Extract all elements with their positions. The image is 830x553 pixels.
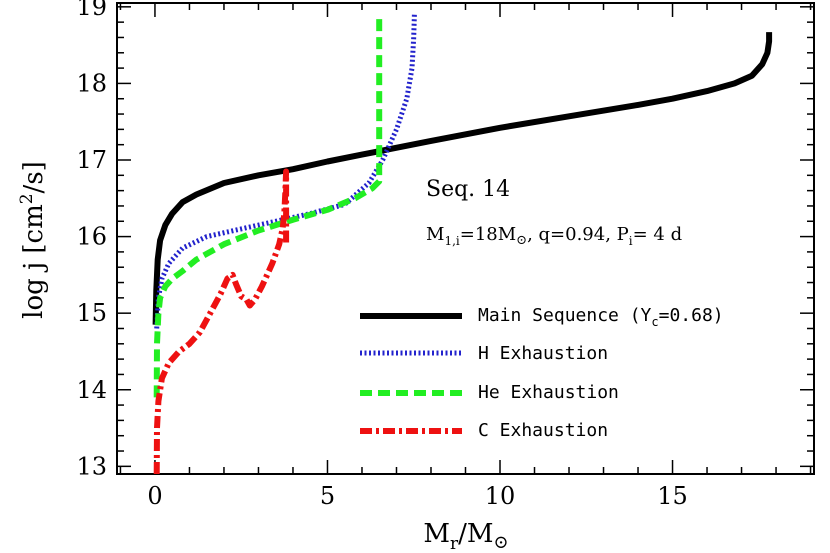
x-tick-label: 0: [147, 482, 162, 510]
legend-label-c-exhaustion: C Exhaustion: [478, 420, 608, 441]
axis-tick-labels: 0 5 10 15 13 14 15 16 17 18 19: [76, 0, 687, 510]
y-tick-label: 19: [76, 0, 107, 21]
x-tick-label: 5: [320, 482, 335, 510]
y-tick-label: 18: [76, 69, 107, 97]
y-axis-label: log j [cm2/s]: [17, 161, 49, 319]
legend-label-main-sequence: Main Sequence (Yc=0.68): [478, 305, 724, 329]
y-tick-label: 17: [76, 146, 107, 174]
sequence-label: Seq. 14: [426, 177, 510, 202]
data-curves: [152, 14, 773, 475]
x-axis-label: Mr/M⊙: [423, 519, 508, 553]
x-tick-label: 15: [657, 482, 688, 510]
legend-label-h-exhaustion: H Exhaustion: [478, 343, 608, 364]
y-tick-label: 16: [76, 223, 107, 251]
series-line-c-exhaustion: [153, 168, 290, 475]
y-tick-label: 13: [76, 452, 107, 480]
legend: Main Sequence (Yc=0.68) H Exhaustion He …: [360, 305, 724, 441]
y-tick-label: 15: [76, 299, 107, 327]
axis-ticks: [117, 3, 814, 474]
series-line-he-exhaustion: [153, 14, 383, 398]
y-tick-label: 14: [76, 376, 107, 404]
series-line-main-sequence: [152, 32, 773, 325]
legend-label-he-exhaustion: He Exhaustion: [478, 382, 619, 403]
x-tick-label: 10: [485, 482, 516, 510]
parameters-label: M1,i=18M⊙, q=0.94, Pi= 4 d: [426, 224, 682, 248]
